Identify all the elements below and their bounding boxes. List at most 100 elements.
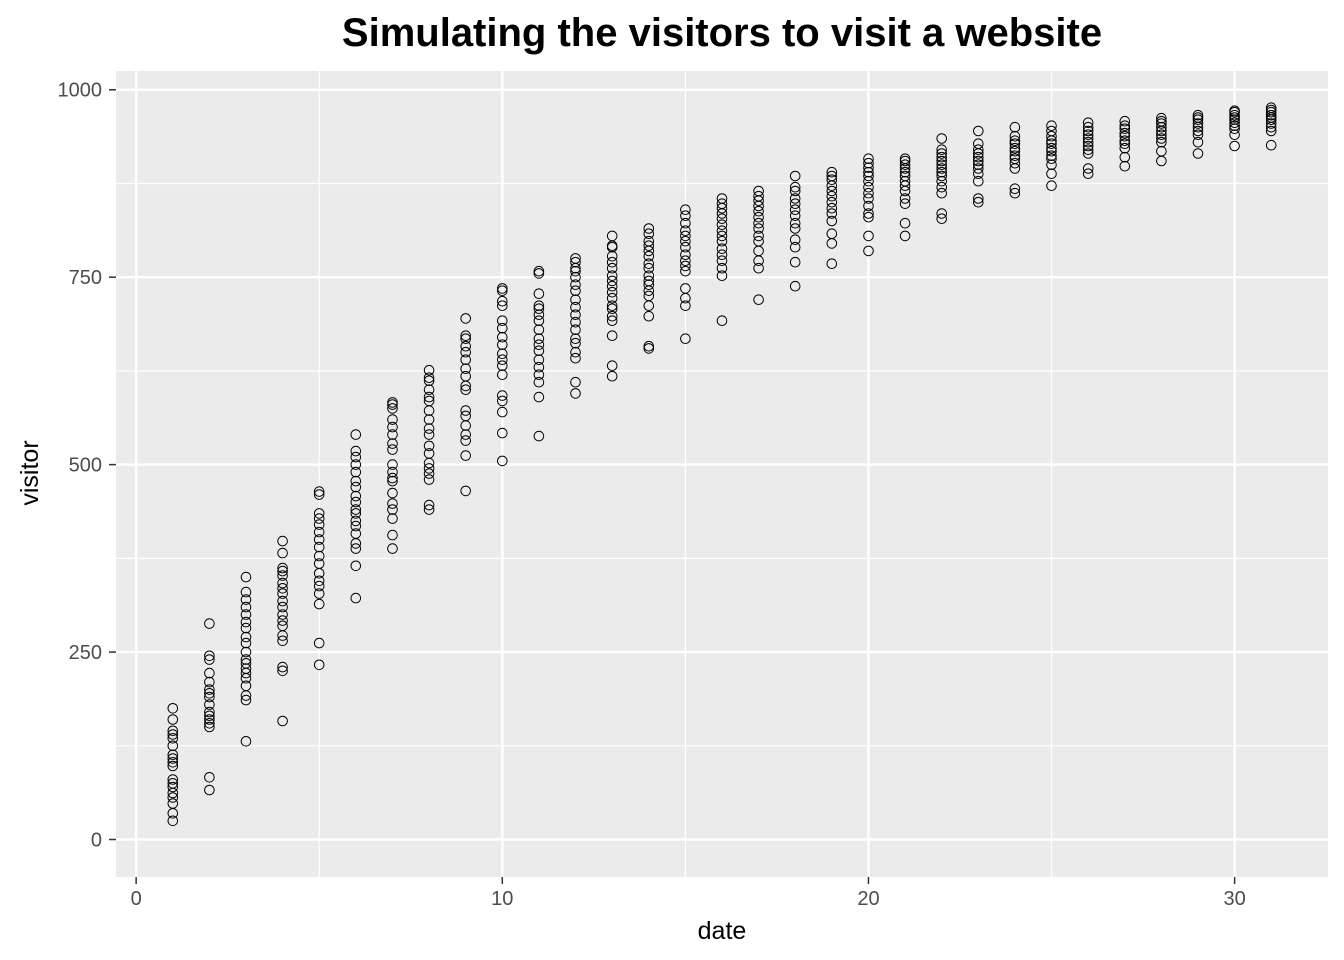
data-point xyxy=(460,346,472,358)
data-point xyxy=(460,340,472,352)
data-point xyxy=(313,588,325,599)
data-point xyxy=(643,250,655,262)
data-point xyxy=(789,170,801,182)
data-point xyxy=(1009,121,1021,133)
data-point xyxy=(423,440,435,452)
data-point xyxy=(680,283,691,294)
data-point xyxy=(277,595,288,607)
data-point xyxy=(533,303,545,315)
data-point xyxy=(204,676,215,688)
data-point xyxy=(1082,125,1094,137)
data-point xyxy=(277,661,288,673)
data-point xyxy=(423,504,435,515)
data-point xyxy=(716,315,728,327)
data-point xyxy=(863,181,874,193)
data-point xyxy=(1229,105,1240,116)
data-point xyxy=(1156,145,1167,157)
data-point xyxy=(1192,136,1204,148)
data-point xyxy=(313,598,325,610)
data-point xyxy=(1082,129,1094,140)
data-point xyxy=(1119,151,1131,163)
data-point xyxy=(313,526,325,538)
data-point xyxy=(716,243,728,254)
data-point xyxy=(863,230,874,242)
data-point xyxy=(313,486,325,497)
data-point xyxy=(1082,140,1094,152)
data-point xyxy=(204,667,215,679)
data-point xyxy=(606,262,618,274)
data-point xyxy=(460,405,472,416)
data-point xyxy=(789,217,801,229)
data-point xyxy=(533,315,545,327)
data-point xyxy=(204,618,215,629)
data-point xyxy=(606,270,618,282)
data-point xyxy=(460,410,472,422)
data-point xyxy=(606,275,618,287)
data-point xyxy=(460,384,472,396)
data-point xyxy=(936,133,948,144)
data-point xyxy=(606,286,618,298)
data-point xyxy=(533,391,545,403)
data-point xyxy=(277,565,288,577)
data-point xyxy=(1046,180,1057,191)
data-point xyxy=(1082,136,1094,148)
data-point xyxy=(1156,118,1167,129)
gridlines xyxy=(116,71,1328,877)
data-point xyxy=(313,659,325,671)
data-point xyxy=(167,778,179,789)
data-point xyxy=(313,541,325,553)
data-point xyxy=(313,550,325,562)
data-point xyxy=(387,397,398,408)
data-point xyxy=(936,175,948,187)
data-point xyxy=(313,508,325,519)
data-point xyxy=(387,444,398,455)
data-point xyxy=(643,279,655,291)
data-point xyxy=(973,144,984,155)
data-point xyxy=(826,196,838,208)
data-point xyxy=(423,395,435,407)
data-point xyxy=(277,609,288,620)
data-point xyxy=(350,504,362,515)
data-point xyxy=(716,219,728,230)
data-point xyxy=(313,534,325,545)
data-point xyxy=(1229,120,1240,131)
data-point xyxy=(899,217,911,229)
data-point xyxy=(606,370,618,382)
data-point xyxy=(460,330,472,342)
data-point xyxy=(277,583,288,594)
data-point xyxy=(204,684,215,695)
data-point xyxy=(899,193,911,204)
data-point xyxy=(680,260,691,272)
data-point xyxy=(497,427,508,439)
data-point xyxy=(533,354,545,366)
data-point xyxy=(240,622,252,634)
data-point xyxy=(350,475,362,487)
data-point xyxy=(313,513,325,524)
data-point xyxy=(680,235,691,247)
data-point xyxy=(973,125,984,137)
data-point xyxy=(277,615,288,626)
data-point xyxy=(863,193,874,204)
data-point xyxy=(350,520,362,532)
data-point xyxy=(1265,109,1277,121)
data-point xyxy=(680,225,691,236)
data-point xyxy=(460,313,472,324)
data-point xyxy=(1009,187,1021,199)
data-point xyxy=(1229,117,1240,128)
data-point xyxy=(1082,163,1094,174)
data-point xyxy=(826,185,838,197)
data-point xyxy=(533,300,545,312)
data-point xyxy=(570,256,581,268)
data-point xyxy=(277,547,288,559)
data-point xyxy=(533,430,545,442)
data-point xyxy=(167,792,179,803)
data-point xyxy=(1046,138,1057,149)
data-point xyxy=(533,309,545,321)
data-point xyxy=(1119,120,1131,131)
data-point xyxy=(240,680,252,692)
data-point xyxy=(497,348,508,360)
data-point xyxy=(1192,109,1204,121)
data-point xyxy=(570,309,581,321)
data-point xyxy=(936,151,948,163)
